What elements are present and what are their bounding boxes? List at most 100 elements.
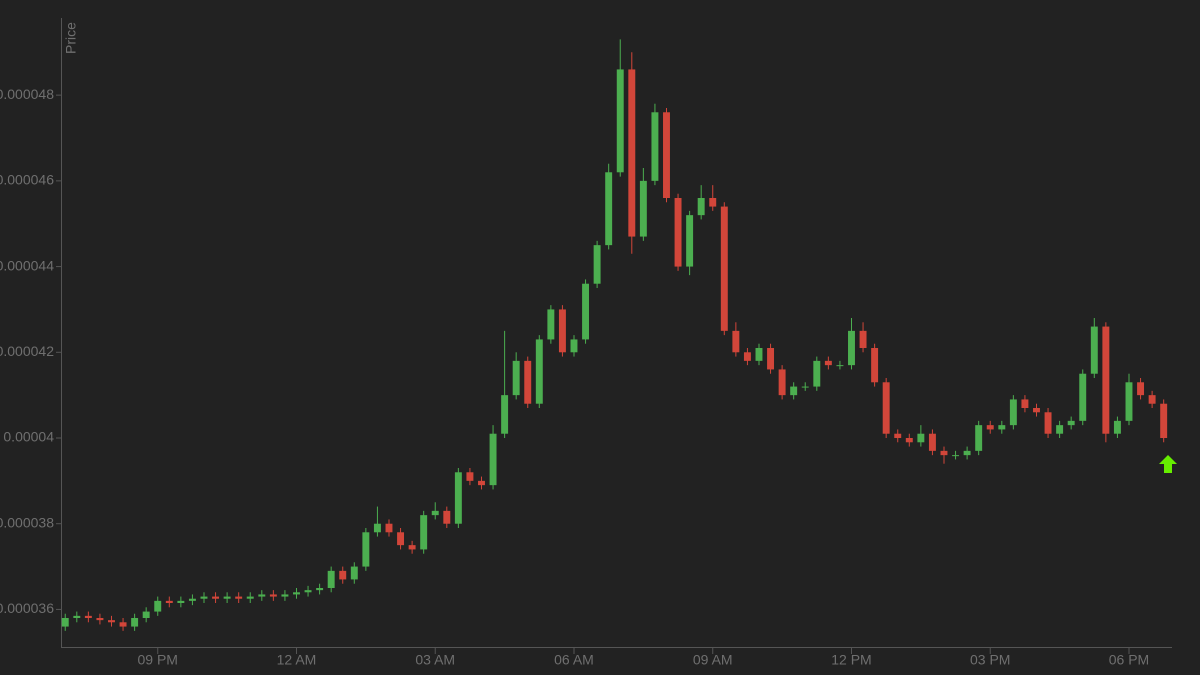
candle-body [998, 425, 1006, 430]
candle-body [397, 532, 405, 546]
candle-body [1033, 408, 1040, 413]
candle-body [558, 309, 566, 353]
candle-body [293, 592, 300, 595]
candle-body [535, 339, 543, 404]
candle-body [1125, 382, 1133, 421]
candle-body [327, 570, 335, 588]
candle-body [478, 480, 485, 486]
arrow-icon [1159, 455, 1177, 473]
candle-body [212, 596, 220, 599]
candle-body [894, 433, 902, 438]
candle-body [628, 69, 636, 237]
candle-body [96, 618, 104, 621]
candle-body [420, 515, 428, 550]
candle-body [281, 594, 289, 597]
candle-body [200, 596, 208, 599]
candle-body [61, 618, 69, 627]
y-tick-label: 0.000038 [0, 514, 54, 530]
y-tick-label: 0.000048 [0, 86, 54, 102]
x-tick-label: 06 AM [554, 652, 594, 668]
candle-body [963, 450, 971, 456]
candle-body [431, 510, 439, 516]
candle-body [616, 69, 624, 173]
candle-body [767, 348, 775, 370]
y-tick-label: 0.000046 [0, 172, 54, 188]
candle-body [836, 365, 844, 367]
candle-body [1137, 382, 1145, 396]
candle-body [732, 330, 740, 353]
candle-body [235, 596, 243, 599]
candle-body [1044, 412, 1052, 434]
candle-body [709, 198, 717, 207]
x-tick-label: 12 AM [277, 652, 317, 668]
candle-body [304, 590, 312, 593]
y-tick-label: 0.000044 [0, 257, 54, 273]
candle-body [154, 600, 162, 612]
candle-body [408, 545, 416, 550]
candle-body [1148, 395, 1156, 404]
y-tick-label: 0.000042 [0, 343, 54, 359]
candle-body [871, 348, 879, 383]
candle-body [119, 622, 127, 627]
x-tick-label: 12 PM [831, 652, 871, 668]
candle-body [443, 510, 451, 524]
candle-body [142, 611, 150, 618]
candle-body [1090, 326, 1098, 374]
candle-body [489, 433, 497, 486]
candle-body [73, 615, 81, 618]
x-tick-label: 09 PM [138, 652, 178, 668]
candle-body [859, 330, 867, 348]
candle-body [1079, 373, 1087, 421]
candle-body [674, 198, 682, 267]
candle-body [339, 570, 347, 580]
candle-body [84, 615, 92, 618]
candle-body [165, 600, 173, 603]
candle-body [605, 172, 613, 246]
x-tick-label: 06 PM [1109, 652, 1149, 668]
x-tick-label: 09 AM [693, 652, 733, 668]
candle-body [177, 600, 185, 603]
candle-body [501, 395, 509, 434]
candle-body [928, 433, 936, 451]
candle-body [639, 180, 647, 237]
candle-body [1056, 425, 1064, 434]
candle-body [466, 472, 474, 481]
candle-body [1067, 420, 1075, 426]
candle-body [743, 352, 751, 361]
candle-body [108, 620, 115, 623]
candle-body [697, 198, 705, 216]
candle-body [848, 330, 855, 366]
candle-body [131, 618, 139, 627]
candle-body [385, 523, 393, 533]
candle-body [582, 283, 590, 340]
candle-body [246, 596, 254, 599]
candle-body [1160, 403, 1168, 438]
candle-body [975, 425, 983, 451]
candle-body [905, 438, 913, 443]
candle-body [1113, 420, 1121, 434]
candle-body [940, 450, 948, 456]
candle-body [524, 360, 532, 404]
candle-body [790, 386, 798, 396]
candle-body [917, 433, 925, 443]
y-tick-label: 0.00004 [3, 429, 54, 445]
candle-body [269, 594, 277, 597]
candle-body [373, 523, 381, 533]
candle-body [813, 360, 821, 387]
candle-body [593, 245, 601, 284]
candle-body [188, 598, 196, 601]
candle-body [651, 112, 659, 181]
candle-body [686, 215, 694, 267]
candle-body [454, 472, 462, 524]
candle-body [663, 112, 670, 198]
y-axis-label: Price [63, 22, 79, 54]
candle-body [547, 309, 555, 340]
candle-body [824, 360, 832, 366]
candle-body [223, 596, 231, 599]
candle-body [801, 386, 809, 388]
candle-body [1009, 399, 1017, 426]
candle-body [258, 594, 266, 597]
candle-body [1102, 326, 1110, 434]
candle-body [570, 339, 578, 353]
